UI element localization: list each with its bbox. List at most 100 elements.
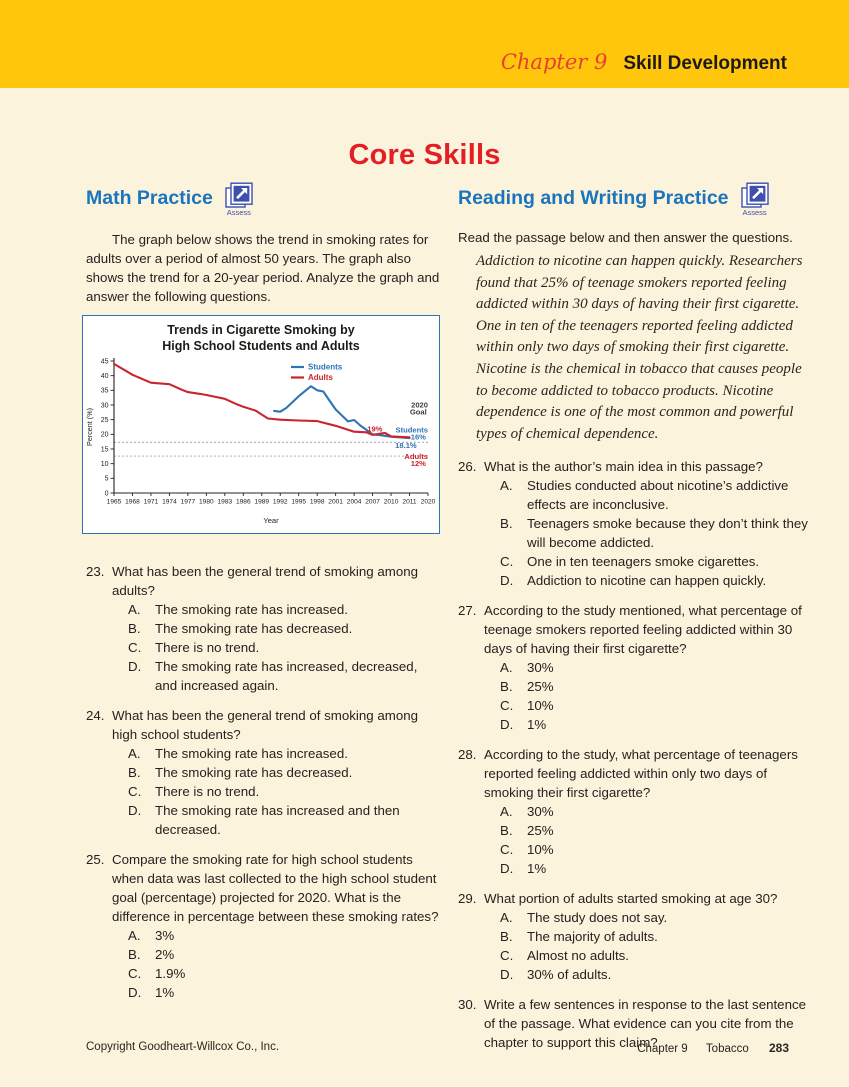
answer-option-27D: D. 1%: [500, 715, 814, 734]
math-questions-list: 23. What has been the general trend of sm…: [86, 562, 442, 1002]
x-tick-label: 2010: [384, 499, 399, 506]
question-29: 29. What portion of adults started smokin…: [458, 889, 814, 984]
x-tick-label: 1980: [199, 499, 214, 506]
answer-option-29A: A. The study does not say.: [500, 908, 814, 927]
question-26: 26. What is the author’s main idea in thi…: [458, 457, 814, 590]
option-text: 10%: [527, 842, 554, 858]
option-letter: A.: [128, 746, 141, 761]
answer-option-24B: B. The smoking rate has decreased.: [128, 763, 442, 782]
footer-copyright: Copyright Goodheart-Willcox Co., Inc.: [86, 1041, 280, 1053]
y-axis-title: Percent (%): [85, 408, 94, 446]
math-intro-paragraph: The graph below shows the trend in smoki…: [86, 232, 440, 304]
option-text: There is no trend.: [155, 640, 260, 655]
legend-label-students: Students: [308, 363, 343, 372]
question-body: According to the study mentioned, what p…: [484, 601, 814, 734]
assess-icon: Assess: [738, 182, 772, 219]
option-text: 30%: [527, 660, 554, 676]
question-text: What portion of adults started smoking a…: [484, 891, 778, 907]
x-tick-label: 2020: [421, 499, 436, 506]
y-tick-label: 35: [101, 388, 109, 395]
x-tick-label: 1998: [310, 499, 325, 506]
option-text: 30% of adults.: [527, 967, 612, 983]
answer-option-27C: C. 10%: [500, 696, 814, 715]
question-body: What is the author’s main idea in this p…: [484, 457, 814, 590]
smoking-trends-chart: Trends in Cigarette Smoking by High Scho…: [82, 315, 440, 534]
y-tick-label: 25: [101, 417, 109, 424]
question-number: 30.: [458, 997, 477, 1013]
answer-option-27A: A. 30%: [500, 658, 814, 677]
option-letter: C.: [500, 842, 514, 858]
option-text: 30%: [527, 804, 554, 820]
option-letter: C.: [500, 554, 514, 570]
option-letter: A.: [500, 478, 513, 494]
assess-caption: Assess: [226, 208, 251, 217]
answer-option-25D: D. 1%: [128, 983, 442, 1002]
chart-title-line1: Trends in Cigarette Smoking by: [167, 323, 355, 337]
option-letter: C.: [128, 784, 142, 799]
question-body: Compare the smoking rate for high school…: [112, 850, 442, 1002]
option-text: The study does not say.: [527, 910, 668, 926]
option-letter: C.: [500, 698, 514, 714]
question-28: 28. According to the study, what percenta…: [458, 745, 814, 878]
option-letter: A.: [500, 660, 513, 676]
answer-option-28B: B. 25%: [500, 821, 814, 840]
y-tick-label: 15: [101, 446, 109, 453]
answer-option-24C: C. There is no trend.: [128, 782, 442, 801]
option-letter: A.: [500, 804, 513, 820]
question-number: 23.: [86, 564, 105, 579]
option-letter: B.: [500, 823, 513, 839]
answer-option-24A: A. The smoking rate has increased.: [128, 744, 442, 763]
x-tick-label: 1983: [217, 499, 232, 506]
chart-annotation: Goal: [410, 408, 427, 417]
answer-option-29D: D. 30% of adults.: [500, 965, 814, 984]
option-text: 25%: [527, 823, 554, 839]
header-title: Skill Development: [623, 53, 787, 74]
question-27: 27. According to the study mentioned, wha…: [458, 601, 814, 734]
option-text: The smoking rate has increased.: [155, 746, 348, 761]
x-tick-label: 1986: [236, 499, 251, 506]
option-letter: D.: [500, 967, 514, 983]
footer-right-group: Chapter 9 Tobacco 283: [637, 1041, 789, 1055]
question-text: What has been the general trend of smoki…: [112, 564, 419, 598]
x-tick-label: 1968: [125, 499, 140, 506]
x-tick-label: 2011: [402, 499, 417, 506]
option-text: There is no trend.: [155, 784, 260, 799]
chart-annotation: 19%: [367, 425, 382, 434]
answer-option-25B: B. 2%: [128, 945, 442, 964]
option-text: 1%: [527, 861, 547, 877]
x-tick-label: 1995: [291, 499, 306, 506]
option-letter: C.: [500, 948, 514, 964]
reading-writing-header: Reading and Writing Practice Assess: [458, 182, 814, 223]
option-text: The smoking rate has increased, decrease…: [155, 659, 418, 693]
header-text-group: Chapter 9 Skill Development: [501, 50, 787, 75]
option-letter: D.: [128, 985, 142, 1000]
option-letter: D.: [500, 717, 514, 733]
question-number: 27.: [458, 603, 477, 619]
answer-option-23A: A. The smoking rate has increased.: [128, 600, 442, 619]
question-text: According to the study, what percentage …: [484, 747, 798, 801]
option-letter: B.: [128, 765, 141, 780]
answer-option-26A: A. Studies conducted about nicotine’s add…: [500, 476, 814, 514]
answer-option-25C: C. 1.9%: [128, 964, 442, 983]
option-letter: C.: [128, 966, 142, 981]
math-practice-header: Math Practice Assess: [86, 182, 442, 223]
answer-option-29B: B. The majority of adults.: [500, 927, 814, 946]
question-text: Compare the smoking rate for high school…: [112, 852, 439, 924]
question-text: According to the study mentioned, what p…: [484, 603, 802, 657]
chart-annotation: Students: [396, 426, 429, 435]
reading-writing-section: Reading and Writing Practice Assess Read…: [458, 182, 814, 1052]
page-footer: Copyright Goodheart-Willcox Co., Inc. Ch…: [86, 1041, 789, 1055]
reading-passage: Addiction to nicotine can happen quickly…: [476, 253, 803, 442]
question-number: 28.: [458, 747, 477, 763]
option-letter: B.: [500, 929, 513, 945]
option-text: The smoking rate has decreased.: [155, 621, 353, 636]
answer-option-23D: D. The smoking rate has increased, decrea…: [128, 657, 442, 695]
question-body: Write a few sentences in response to the…: [484, 995, 814, 1052]
legend-label-adults: Adults: [308, 373, 333, 382]
question-number: 25.: [86, 852, 105, 867]
option-text: The majority of adults.: [527, 929, 658, 945]
option-letter: A.: [500, 910, 513, 926]
option-text: Teenagers smoke because they don’t think…: [527, 516, 808, 551]
option-text: 1%: [527, 717, 547, 733]
page-header-band: Chapter 9 Skill Development: [0, 0, 849, 88]
